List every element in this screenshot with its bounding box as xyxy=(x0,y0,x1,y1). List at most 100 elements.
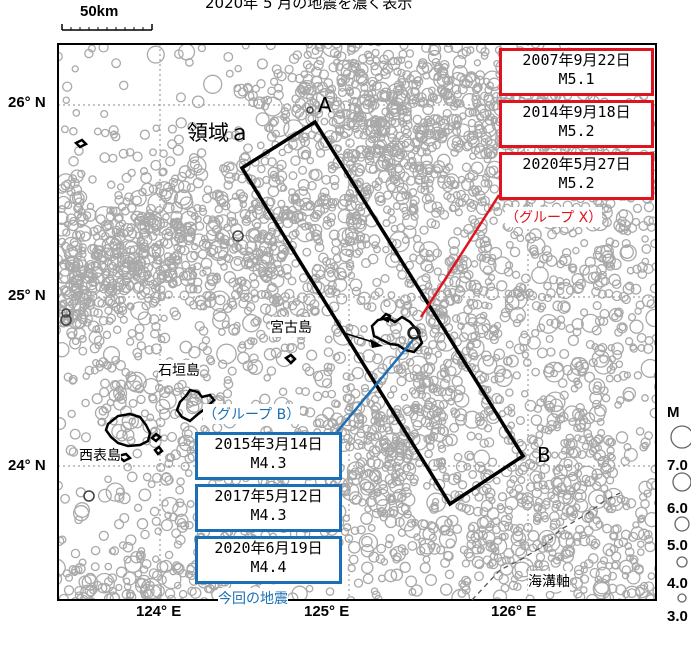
earthquake-circle xyxy=(273,265,285,277)
earthquake-circle xyxy=(444,569,455,580)
earthquake-circle xyxy=(620,496,630,506)
earthquake-circle xyxy=(127,168,136,178)
earthquake-circle xyxy=(208,290,231,312)
earthquake-circle xyxy=(63,585,75,596)
earthquake-circle xyxy=(262,175,271,185)
earthquake-circle xyxy=(426,142,437,153)
earthquake-circle xyxy=(411,137,423,148)
earthquake-circle xyxy=(220,263,228,271)
earthquake-circle xyxy=(233,257,242,266)
earthquake-circle xyxy=(426,99,435,108)
group-b-event-1: 2015年3月14日 M4.3 xyxy=(195,432,342,480)
earthquake-circle xyxy=(564,546,575,557)
earthquake-circle xyxy=(429,126,445,141)
earthquake-circle xyxy=(346,383,355,392)
earthquake-circle xyxy=(335,109,344,118)
earthquake-circle xyxy=(512,530,524,542)
earthquake-circle xyxy=(432,94,443,104)
earthquake-circle xyxy=(473,145,488,160)
earthquake-circles xyxy=(58,44,656,600)
earthquake-circle xyxy=(230,289,241,300)
earthquake-circle xyxy=(501,555,511,565)
earthquake-circle xyxy=(267,227,277,237)
earthquake-circle xyxy=(483,124,497,138)
earthquake-circle xyxy=(320,117,329,126)
earthquake-circle xyxy=(533,502,543,512)
earthquake-circle xyxy=(588,357,598,368)
earthquake-circle xyxy=(126,223,136,232)
earthquake-circle xyxy=(401,404,412,414)
earthquake-circle xyxy=(250,318,260,327)
small-island xyxy=(153,445,164,456)
earthquake-circle xyxy=(520,390,529,398)
earthquake-circle xyxy=(117,252,138,273)
earthquake-circle xyxy=(393,80,405,91)
earthquake-circle xyxy=(480,179,489,188)
earthquake-circle xyxy=(453,227,462,236)
magnitude-legend-circle xyxy=(674,516,690,532)
earthquake-circle xyxy=(432,387,442,397)
earthquake-circle xyxy=(544,534,554,544)
earthquake-circle xyxy=(624,337,634,346)
earthquake-circle xyxy=(508,580,519,591)
earthquake-circle xyxy=(572,531,583,542)
earthquake-circle xyxy=(442,358,453,368)
earthquake-circle xyxy=(422,555,431,564)
earthquake-circle xyxy=(189,586,202,599)
earthquake-circle xyxy=(466,298,474,307)
earthquake-circle xyxy=(645,308,656,328)
earthquake-circle xyxy=(370,61,379,71)
earthquake-circle xyxy=(483,424,493,433)
earthquake-circle xyxy=(402,212,410,221)
lon-label-124: 124° E xyxy=(136,603,182,620)
earthquake-circle xyxy=(371,508,382,519)
earthquake-circle xyxy=(74,197,85,208)
earthquake-circle xyxy=(390,118,401,128)
earthquake-circle xyxy=(641,257,650,266)
earthquake-circle xyxy=(428,44,440,57)
earthquake-circle xyxy=(621,294,631,305)
earthquake-circle xyxy=(90,545,101,556)
earthquake-circle xyxy=(401,492,416,507)
earthquake-circle xyxy=(328,229,340,241)
earthquake-circle xyxy=(347,237,356,246)
earthquake-circle xyxy=(653,499,656,507)
earthquake-circle xyxy=(223,379,234,390)
earthquake-circle xyxy=(162,213,170,221)
earthquake-circle xyxy=(360,512,373,525)
earthquake-circle xyxy=(241,44,250,50)
earthquake-circle xyxy=(97,417,107,427)
earthquake-circle xyxy=(432,140,441,150)
earthquake-circle xyxy=(237,173,247,184)
earthquake-circle xyxy=(65,444,77,456)
earthquake-circle xyxy=(493,207,503,217)
earthquake-circle xyxy=(361,535,373,548)
earthquake-circle xyxy=(538,560,550,571)
earthquake-circle xyxy=(443,173,460,190)
earthquake-circle xyxy=(461,559,471,568)
earthquake-circle xyxy=(127,228,138,239)
earthquake-circle xyxy=(288,188,297,197)
earthquake-circle xyxy=(470,161,484,175)
earthquake-circle xyxy=(364,370,376,383)
earthquake-circle xyxy=(380,274,390,283)
earthquake-circle xyxy=(125,534,137,546)
earthquake-circle xyxy=(345,261,355,271)
earthquake-circle xyxy=(290,155,301,166)
earthquake-circle xyxy=(442,474,451,483)
earthquake-circle xyxy=(184,453,195,464)
earthquake-circle xyxy=(561,247,572,258)
earthquake-circle xyxy=(197,249,208,260)
earthquake-circle xyxy=(275,350,293,368)
earthquake-circle xyxy=(433,267,442,276)
earthquake-circle xyxy=(326,212,337,223)
group-x-event-2: 2014年9月18日 M5.2 xyxy=(499,100,654,148)
earthquake-circle xyxy=(401,191,411,200)
earthquake-circle xyxy=(251,198,261,208)
earthquake-circle xyxy=(62,96,71,104)
earthquake-circle xyxy=(478,465,487,475)
earthquake-circle xyxy=(231,242,242,253)
earthquake-circle xyxy=(578,435,587,444)
earthquake-circle xyxy=(412,125,421,135)
earthquake-circle xyxy=(476,113,485,122)
